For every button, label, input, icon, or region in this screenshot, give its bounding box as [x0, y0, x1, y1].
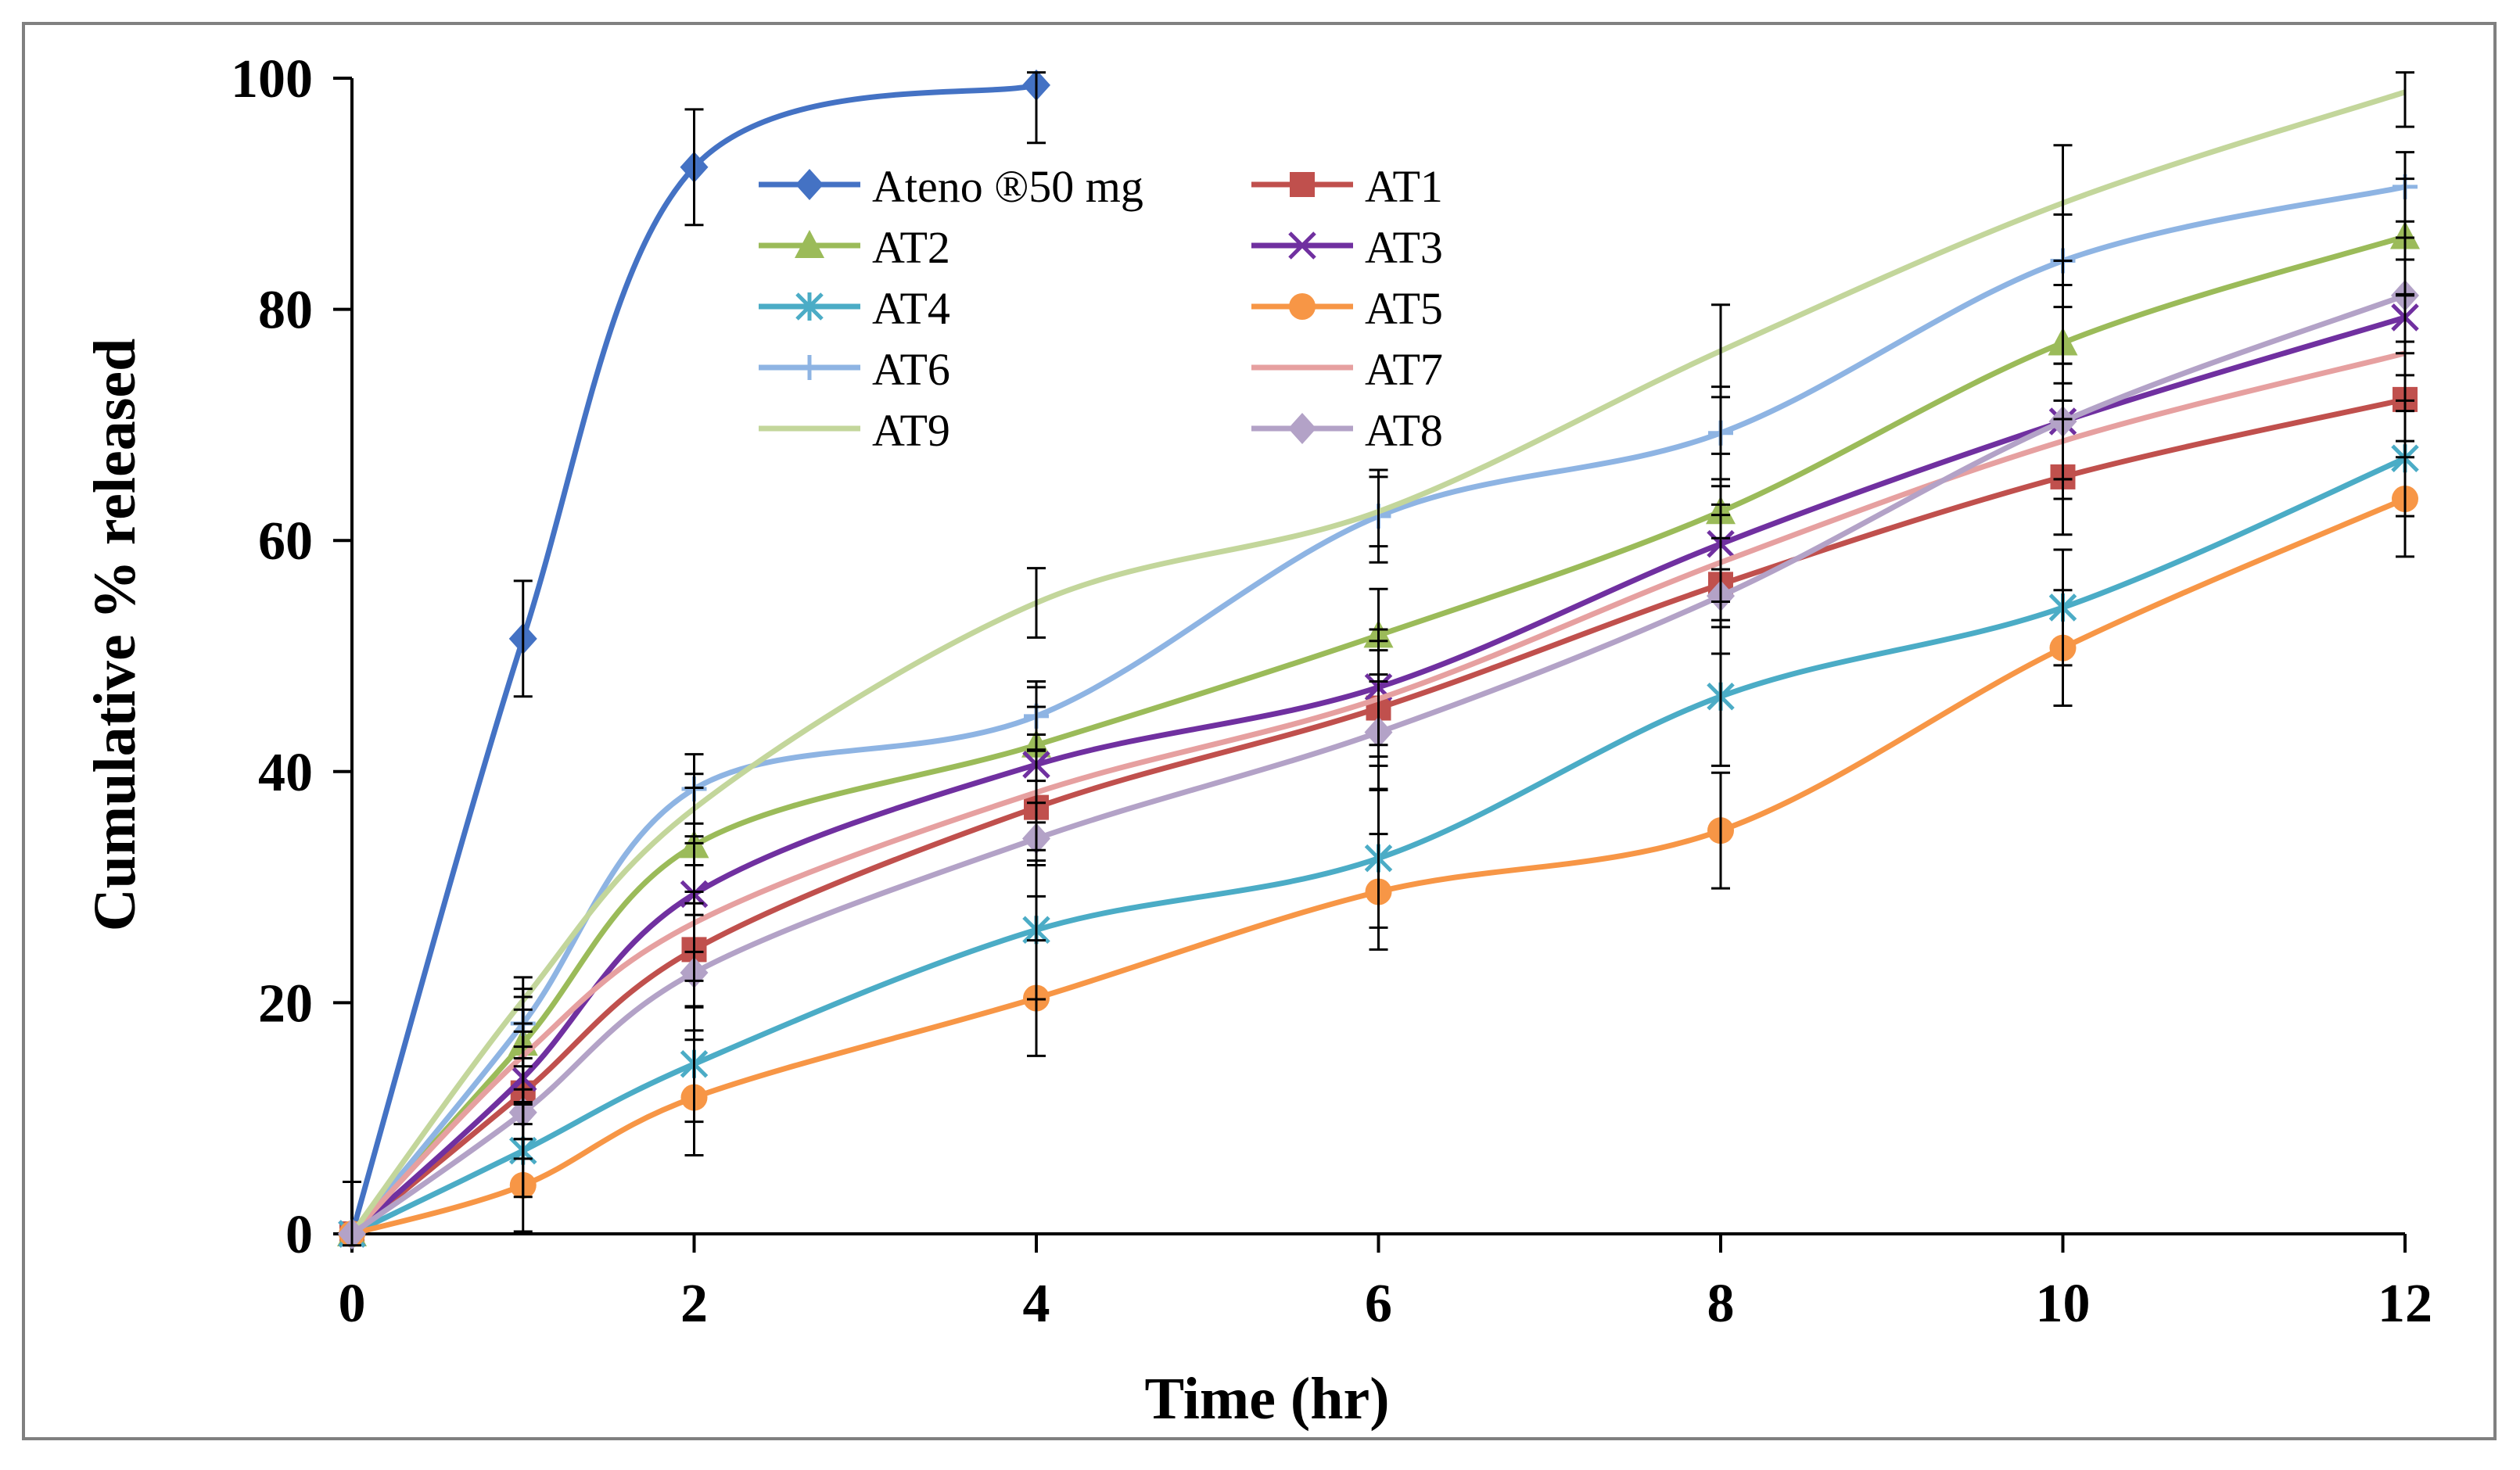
legend-marker-0	[795, 169, 824, 200]
x-tick-label-4: 4	[1023, 1274, 1050, 1334]
legend-marker-2	[795, 230, 824, 258]
x-tick-label-2: 2	[680, 1274, 708, 1334]
series-line-4	[350, 456, 2407, 1237]
series-line-6	[350, 184, 2406, 1236]
legend-label-6: AT6	[872, 344, 950, 395]
legend-marker-6	[797, 355, 822, 380]
x-tick-label-8: 8	[1707, 1274, 1735, 1334]
y-tick-label-60: 60	[258, 511, 313, 572]
y-tick-label-0: 0	[285, 1205, 313, 1265]
y-tick-label-20: 20	[258, 973, 313, 1034]
legend-label-0: Ateno ®50 mg	[872, 161, 1143, 212]
series-line-1	[350, 396, 2406, 1236]
x-tick-label-10: 10	[2036, 1274, 2091, 1334]
x-tick-label-0: 0	[339, 1274, 366, 1334]
legend-label-8: AT9	[872, 405, 950, 456]
legend-marker-9	[1288, 413, 1316, 444]
legend-label-3: AT3	[1365, 222, 1443, 273]
x-axis-title: Time (hr)	[1144, 1366, 1389, 1432]
legend-label-9: AT8	[1365, 405, 1443, 456]
series-8	[350, 89, 2407, 1236]
legend-marker-4	[795, 292, 824, 321]
y-tick-label-80: 80	[258, 281, 313, 341]
series-7	[350, 350, 2406, 1236]
x-tick-label-12: 12	[2378, 1274, 2432, 1334]
legend: Ateno ®50 mg AT1 AT2 AT3 AT4 AT5 AT6 AT7 AT9 AT8	[759, 161, 1443, 456]
legend-marker-1	[1290, 172, 1315, 197]
x-tick-label-6: 6	[1365, 1274, 1392, 1334]
series-line-5	[351, 496, 2407, 1237]
legend-label-4: AT4	[872, 283, 950, 334]
legend-marker-3	[1288, 231, 1316, 260]
series-line-0	[349, 82, 1037, 1235]
legend-label-1: AT1	[1365, 161, 1443, 212]
legend-marker-5	[1289, 293, 1316, 320]
y-tick-label-100: 100	[231, 49, 313, 109]
series-line-3	[350, 314, 2407, 1236]
series-line-2	[350, 234, 2407, 1236]
y-axis-title: Cumulative % released	[82, 339, 148, 932]
legend-label-5: AT5	[1365, 283, 1443, 334]
y-tick-label-40: 40	[258, 743, 313, 803]
legend-label-7: AT7	[1365, 344, 1443, 395]
series-line-8	[350, 89, 2407, 1236]
legend-label-2: AT2	[872, 222, 950, 273]
series-line-7	[350, 350, 2406, 1236]
series-line-9	[350, 292, 2407, 1236]
error-bar-layer	[343, 71, 2414, 1247]
